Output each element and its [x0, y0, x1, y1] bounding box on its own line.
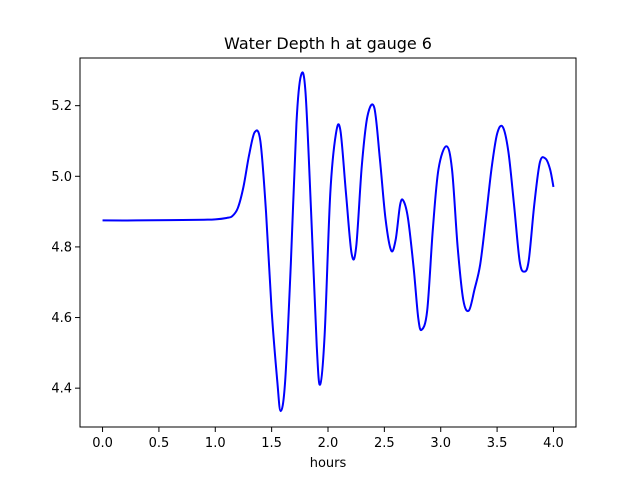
axes-frame — [79, 57, 577, 428]
x-tick-label: 0.5 — [149, 436, 170, 451]
x-tick-label: 2.0 — [318, 436, 339, 451]
x-tick-label: 0.0 — [92, 436, 113, 451]
y-tick-label: 4.4 — [51, 382, 72, 397]
x-tick-label: 1.5 — [261, 436, 282, 451]
x-axis-label: hours — [310, 456, 347, 471]
y-tick-label: 4.6 — [51, 311, 72, 326]
y-tick-label: 5.0 — [51, 170, 72, 185]
x-tick-label: 2.5 — [374, 436, 395, 451]
x-tick-label: 4.0 — [543, 436, 564, 451]
x-tick-label: 3.0 — [430, 436, 451, 451]
x-tick-label: 1.0 — [205, 436, 226, 451]
plot-area — [102, 71, 555, 413]
y-tick-label: 5.2 — [51, 99, 72, 114]
axis-ticks: 0.0 0.5 1.0 1.5 2.0 2.5 3.0 3.5 4.0 4.4 4.6 4.8 5.0 5… — [51, 99, 563, 451]
series-line-water-depth — [102, 71, 555, 413]
y-tick-label: 4.8 — [51, 240, 72, 255]
chart-title: Water Depth h at gauge 6 — [224, 34, 432, 53]
x-tick-label: 3.5 — [487, 436, 508, 451]
